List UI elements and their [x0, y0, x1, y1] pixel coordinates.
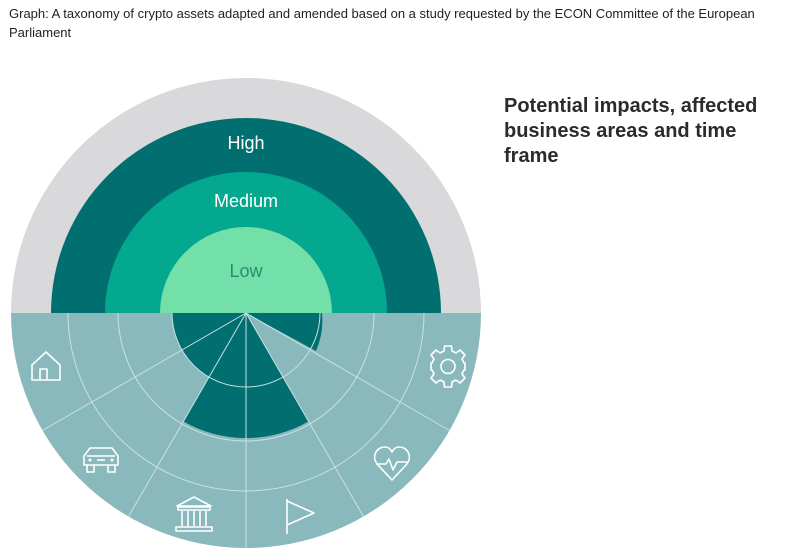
gear-icon: [430, 345, 466, 388]
sector-dividers: [42, 312, 450, 548]
heart-pulse-icon: [373, 446, 411, 481]
band-label-medium: Medium: [214, 191, 278, 211]
band-low: [160, 227, 332, 313]
time-frame-wedge: [171, 313, 323, 439]
side-title: Potential impacts, affected business are…: [504, 95, 758, 167]
flag-icon: [286, 499, 315, 534]
car-icon: [83, 447, 119, 473]
band-label-low: Low: [229, 261, 263, 281]
band-label-high: High: [227, 133, 264, 153]
home-icon: [31, 351, 61, 381]
bank-icon: [175, 496, 213, 532]
figure-caption: Graph: A taxonomy of crypto assets adapt…: [9, 6, 755, 40]
